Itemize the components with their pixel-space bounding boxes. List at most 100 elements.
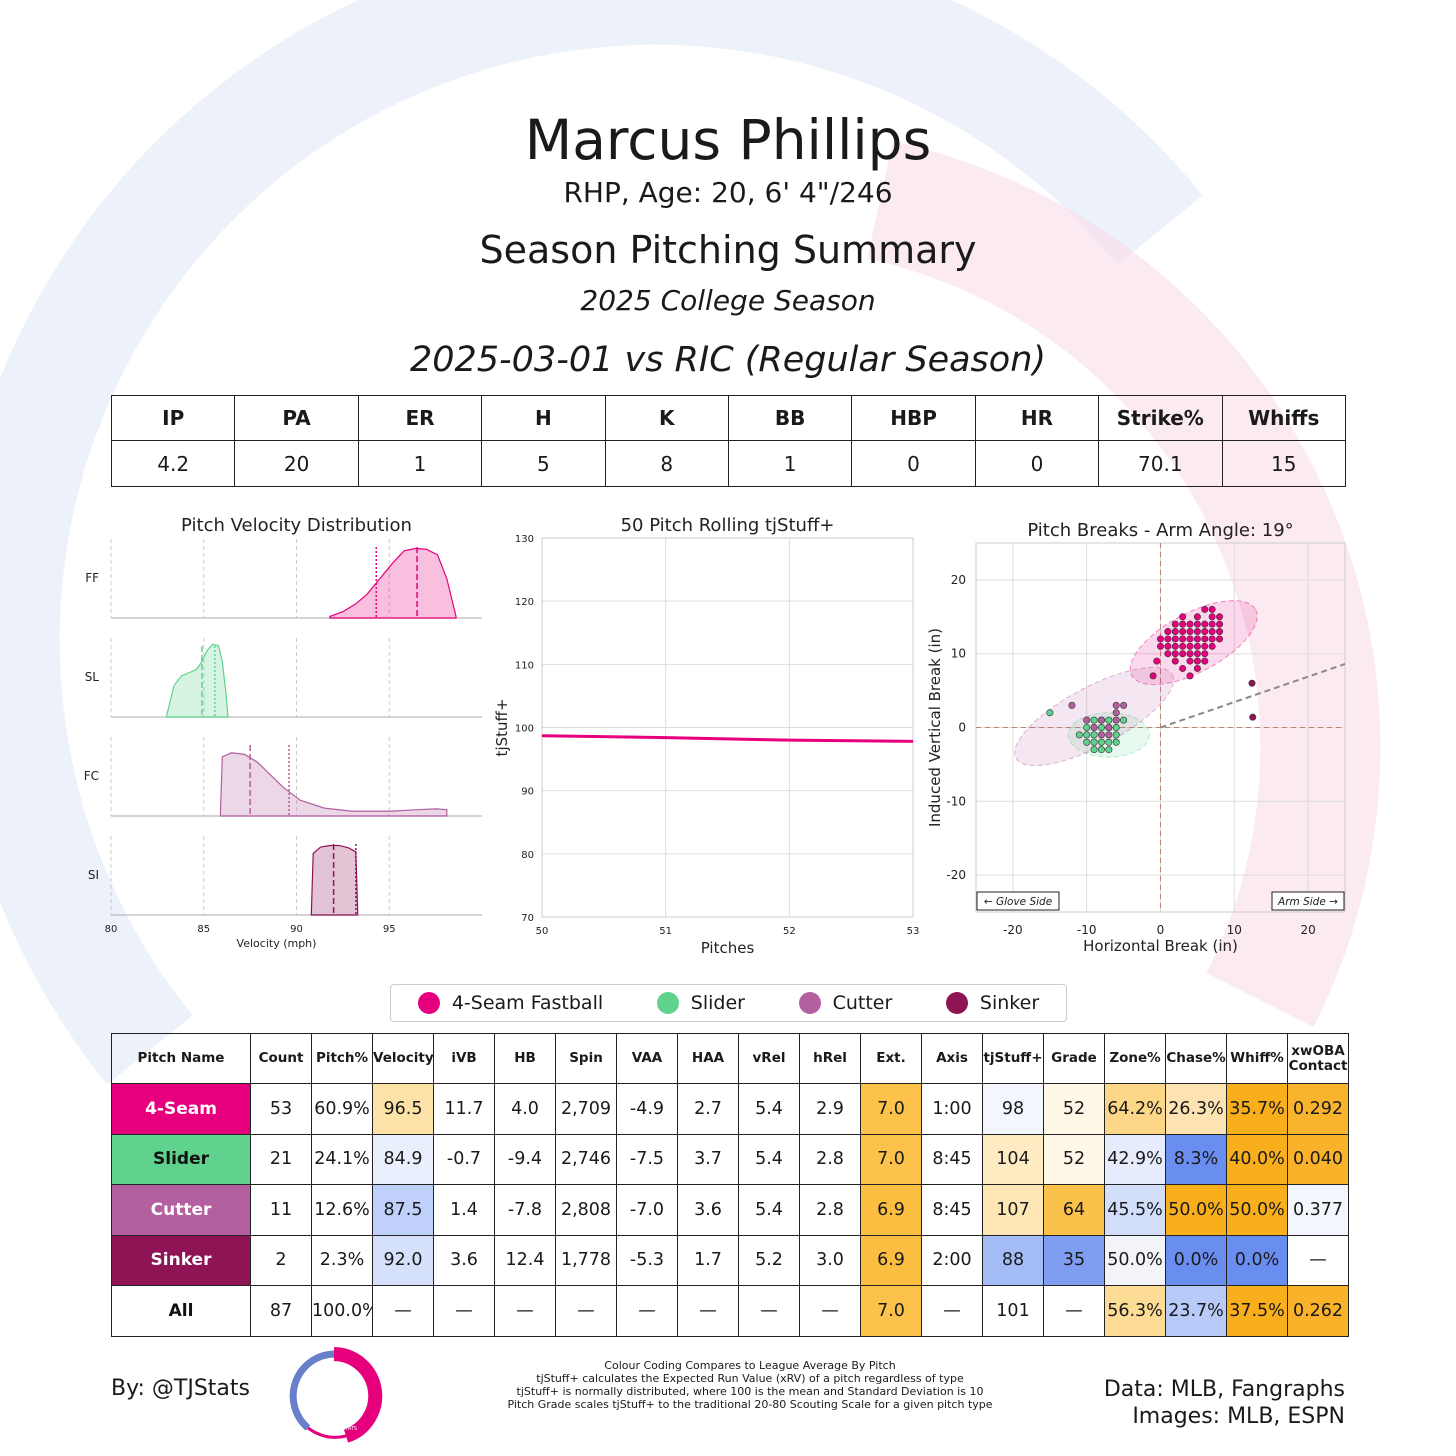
- pitch-point: [1164, 650, 1172, 658]
- pitch-point: [1186, 672, 1194, 680]
- pitch-point: [1112, 724, 1120, 732]
- pitch-table-cell: 3.0: [799, 1234, 861, 1286]
- pitch-table-cell: 1.4: [433, 1184, 495, 1236]
- pitch-point: [1186, 620, 1194, 628]
- pitch-table-header: HAA: [677, 1033, 739, 1084]
- pitch-table-cell: 12.6%: [311, 1184, 373, 1236]
- pitch-point: [1186, 628, 1194, 636]
- pitch-table-cell: 1.7: [677, 1234, 739, 1286]
- pitch-table-cell: 56.3%: [1104, 1285, 1166, 1337]
- pitch-point: [1112, 709, 1120, 717]
- logo-text: STATS: [342, 1426, 357, 1432]
- pitch-point: [1097, 724, 1105, 732]
- pitch-table-cell: 88: [982, 1234, 1044, 1286]
- note-line: Pitch Grade scales tjStuff+ to the tradi…: [507, 1398, 993, 1411]
- legend-item: Sinker: [945, 992, 1039, 1014]
- pitch-point: [1068, 701, 1076, 709]
- color-coding-notes: Colour Coding Compares to League Average…: [470, 1359, 1030, 1411]
- pitch-table-cell: 37.5%: [1226, 1285, 1288, 1337]
- pitch-point: [1164, 642, 1172, 650]
- velocity-distribution-chart: Pitch Velocity Distribution FF SL FC SI 80 85 9…: [84, 515, 482, 950]
- line-score-value: 5: [481, 440, 606, 487]
- line-score-header: PA: [234, 395, 359, 441]
- x-axis-label: Horizontal Break (in): [1083, 937, 1238, 955]
- pitch-metrics-table: Pitch Name Count Pitch% Velocity iVB HB Spin VA…: [111, 1033, 1349, 1337]
- pitch-table-cell: 107: [982, 1184, 1044, 1236]
- pitch-table-cell: 11: [250, 1184, 312, 1236]
- x-tick-label: 53: [907, 926, 920, 937]
- x-axis-label: Pitches: [701, 939, 755, 957]
- pitch-point: [1153, 657, 1161, 665]
- pitch-table-header: xwOBA Contact: [1287, 1033, 1349, 1084]
- pitch-point: [1248, 679, 1256, 687]
- pitch-table-cell: 21: [250, 1133, 312, 1185]
- pitch-point: [1193, 635, 1201, 643]
- pitch-table-cell: 7.0: [860, 1133, 922, 1185]
- pitch-point: [1193, 613, 1201, 621]
- note-line: tjStuff+ calculates the Expected Run Val…: [536, 1372, 964, 1385]
- pitch-point: [1105, 738, 1113, 746]
- chart-title: 50 Pitch Rolling tjStuff+: [621, 515, 835, 536]
- pitch-point: [1090, 716, 1098, 724]
- line-score-value: 0: [974, 440, 1100, 487]
- pitch-table-cell: 45.5%: [1104, 1184, 1166, 1236]
- pitch-table-cell: 2.9: [799, 1083, 861, 1135]
- legend-item: Slider: [656, 992, 745, 1014]
- pitch-table-cell: 96.5: [372, 1083, 434, 1135]
- player-info: RHP, Age: 20, 6' 4"/246: [563, 176, 893, 209]
- pitch-table-cell: —: [799, 1285, 861, 1337]
- pitch-table-cell: 84.9: [372, 1133, 434, 1185]
- pitch-table-cell: 60.9%: [311, 1083, 373, 1135]
- y-tick-label: 80: [521, 850, 534, 861]
- line-score-table: IP PA ER H K BB HBP HR Strike% Whiffs 4.…: [110, 395, 1347, 487]
- pitch-table-row: All 87 100.0% — — — — — — — —7.0—101—56.3% 23.7% 37.…: [111, 1285, 1349, 1337]
- pitch-table-cell: 8:45: [921, 1133, 983, 1185]
- pitch-point: [1112, 701, 1120, 709]
- pitch-name-cell: 4-Seam: [111, 1083, 251, 1135]
- pitch-table-cell: 2.8: [799, 1133, 861, 1185]
- pitch-table-cell: 2,709: [555, 1083, 617, 1135]
- pitch-table-cell: 50.0%: [1104, 1234, 1166, 1286]
- pitch-point: [1075, 731, 1083, 739]
- pitch-table-cell: 0.040: [1287, 1133, 1349, 1185]
- pitch-table-cell: 23.7%: [1165, 1285, 1227, 1337]
- pitch-point: [1120, 716, 1128, 724]
- x-tick-label: 10: [1227, 923, 1242, 937]
- pitch-table-cell: —: [616, 1285, 678, 1337]
- density-area: [219, 752, 448, 817]
- pitch-point: [1157, 642, 1165, 650]
- pitch-table-header: Whiff%: [1226, 1033, 1288, 1084]
- pitch-table-cell: 35: [1043, 1234, 1105, 1286]
- x-tick-label: 20: [1300, 923, 1315, 937]
- arm-angle-line: [1160, 663, 1346, 729]
- pitch-table-header: Pitch%: [311, 1033, 373, 1084]
- pitch-point: [1208, 605, 1216, 613]
- pitch-table-cell: 3.6: [433, 1234, 495, 1286]
- y-tick-label: 130: [515, 534, 534, 545]
- y-tick-label: -10: [946, 794, 966, 808]
- pitch-point: [1149, 672, 1157, 680]
- pitch-table-cell: 0.292: [1287, 1083, 1349, 1135]
- pitch-table-cell: -9.4: [494, 1133, 556, 1185]
- pitch-point: [1105, 716, 1113, 724]
- pitch-point: [1112, 716, 1120, 724]
- pitch-point: [1179, 635, 1187, 643]
- pitch-table-header: Pitch Name: [111, 1033, 251, 1084]
- pitch-name-cell: Cutter: [111, 1184, 251, 1236]
- pitch-point: [1171, 642, 1179, 650]
- line-score-value-row: 4.2 20 1 5 8 1 0 0 70.1 15: [110, 440, 1347, 487]
- pitch-table-header: Spin: [555, 1033, 617, 1084]
- pitch-table-cell: 101: [982, 1285, 1044, 1337]
- pitch-table-cell: 52: [1043, 1133, 1105, 1185]
- note-line: tjStuff+ is normally distributed, where …: [516, 1385, 984, 1398]
- pitch-name-cell: Slider: [111, 1133, 251, 1185]
- pitch-point: [1179, 613, 1187, 621]
- pitch-point: [1171, 635, 1179, 643]
- pitch-point: [1105, 731, 1113, 739]
- pitch-table-cell: 0.377: [1287, 1184, 1349, 1236]
- legend-marker: [798, 992, 821, 1014]
- x-axis-label: Velocity (mph): [237, 937, 317, 950]
- y-tick-label: 110: [515, 660, 534, 671]
- pitch-point: [1186, 635, 1194, 643]
